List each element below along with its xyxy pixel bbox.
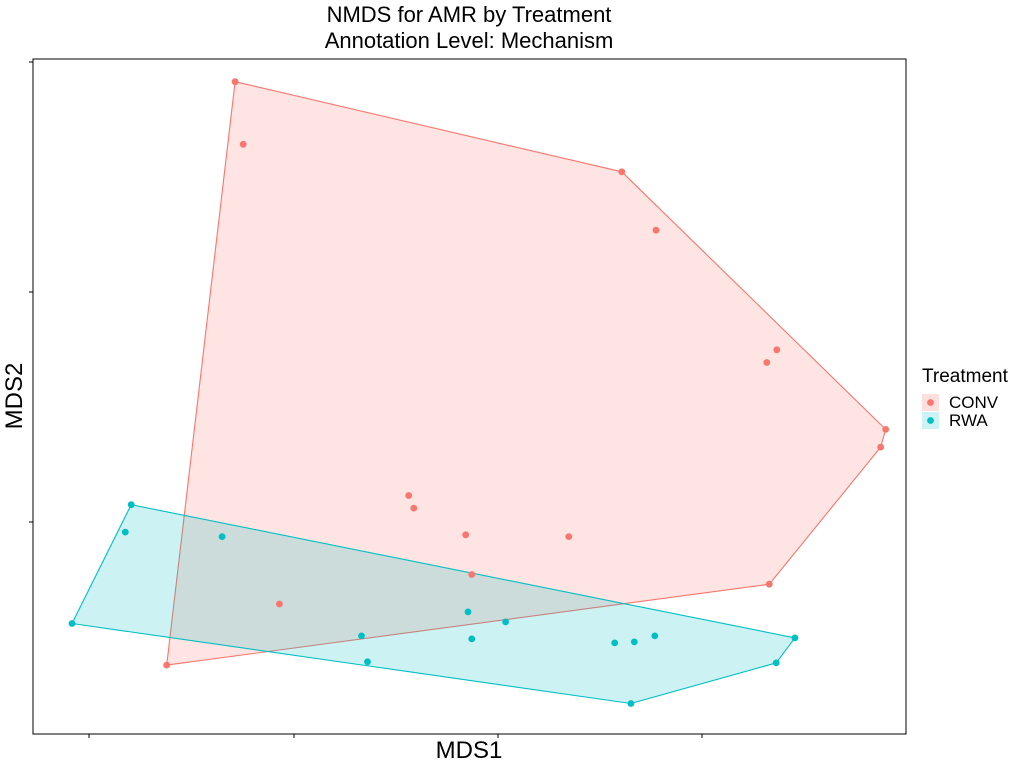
point-rwa-11 (651, 632, 659, 640)
point-rwa-15 (627, 700, 635, 707)
point-conv-2 (239, 140, 247, 148)
legend-label-conv: CONV (949, 393, 999, 412)
point-rwa-13 (791, 634, 799, 642)
point-conv-9 (405, 492, 413, 499)
point-conv-11 (462, 531, 470, 539)
point-rwa-8 (468, 635, 476, 643)
point-conv-12 (565, 533, 573, 540)
chart-title: NMDS for AMR by Treatment (327, 2, 612, 27)
point-conv-3 (618, 168, 626, 176)
point-conv-7 (882, 426, 890, 433)
x-axis-label: MDS1 (436, 737, 503, 764)
point-conv-4 (652, 226, 660, 234)
point-conv-6 (773, 346, 781, 354)
point-rwa-5 (358, 632, 365, 640)
plot-panel-border (32, 58, 907, 735)
point-rwa-2 (121, 528, 129, 536)
legend-dot-rwa (927, 417, 934, 424)
point-rwa-4 (68, 620, 76, 627)
points-layer (68, 78, 890, 707)
point-conv-14 (276, 600, 283, 608)
point-rwa-9 (502, 618, 509, 626)
hull-layer (71, 81, 887, 705)
y-axis-label: MDS2 (1, 363, 28, 430)
point-rwa-3 (218, 533, 226, 540)
point-rwa-6 (364, 658, 371, 666)
hull-rwa (71, 504, 796, 705)
point-conv-8 (877, 443, 885, 451)
point-conv-1 (231, 78, 239, 86)
point-rwa-10 (611, 639, 619, 647)
point-rwa-7 (464, 608, 472, 616)
point-rwa-14 (772, 659, 780, 667)
point-conv-5 (763, 359, 771, 366)
legend-dot-conv (927, 399, 934, 406)
legend-label-rwa: RWA (949, 411, 988, 430)
axis-ticks (29, 61, 703, 738)
point-conv-10 (410, 504, 418, 512)
point-conv-16 (163, 661, 171, 669)
point-rwa-12 (630, 638, 638, 646)
point-conv-13 (468, 571, 476, 578)
legend-title: Treatment (922, 366, 1009, 387)
point-rwa-1 (127, 501, 135, 509)
chart-subtitle: Annotation Level: Mechanism (325, 28, 614, 53)
point-conv-15 (765, 580, 773, 588)
